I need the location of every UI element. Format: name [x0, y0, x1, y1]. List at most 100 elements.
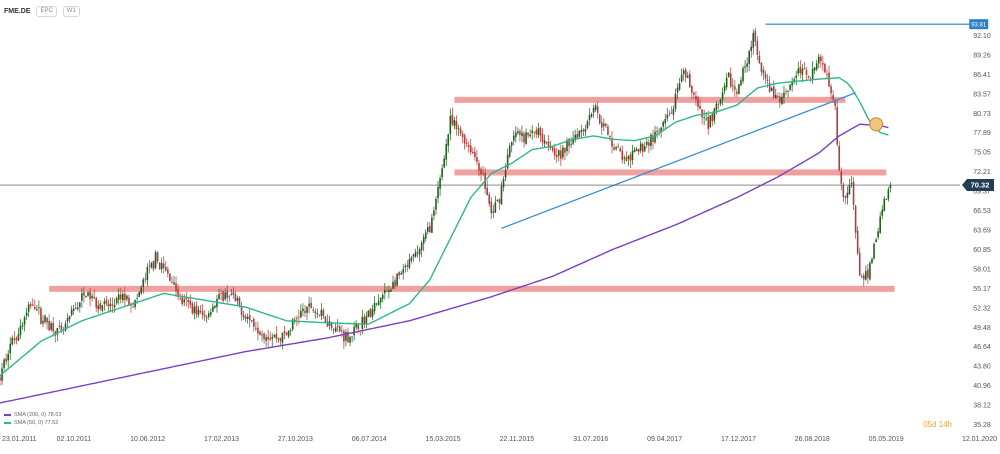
candle-up [81, 293, 83, 301]
legend-item-sma50[interactable]: SMA (50, 0) 77.52 [4, 419, 61, 427]
candle-down [226, 291, 229, 299]
candle-down [107, 303, 110, 307]
y-tick-label: 92.10 [973, 33, 991, 40]
candle-down [576, 134, 579, 139]
candle-down [304, 310, 306, 313]
candle-down [83, 292, 85, 296]
candle-down [465, 143, 468, 144]
candle-down [195, 305, 198, 315]
candle-up [879, 216, 881, 233]
legend-item-sma200[interactable]: SMA (200, 0) 78.63 [4, 411, 61, 419]
sma200-legend-label: SMA (200, 0) 78.63 [14, 412, 62, 418]
candle-down [697, 97, 699, 107]
candle-up [574, 134, 576, 141]
high-price-value: 93.81 [971, 23, 987, 29]
interval-selector[interactable]: W1 [62, 5, 80, 17]
candle-up [744, 66, 746, 68]
candle-down [93, 296, 95, 299]
candle-down [283, 331, 286, 334]
candle-up [422, 236, 425, 244]
candle-up [447, 134, 450, 146]
candle-down [455, 121, 458, 130]
candle-up [443, 158, 445, 168]
candle-down [240, 306, 243, 316]
candle-up [420, 242, 423, 251]
candle-up [680, 74, 683, 82]
candle-up [639, 143, 642, 151]
candle-up [277, 337, 280, 339]
candle-down [0, 377, 1, 381]
candle-down [472, 152, 474, 154]
candle-up [207, 313, 210, 317]
candle-down [621, 150, 624, 161]
candle-up [881, 209, 884, 216]
candle-up [381, 294, 384, 299]
candle-up [521, 132, 523, 136]
last-price-value: 70.32 [971, 181, 990, 190]
candle-down [189, 300, 192, 305]
candle-down [33, 307, 36, 309]
candle-up [334, 327, 337, 332]
candle-up [813, 67, 816, 71]
candle-up [570, 144, 572, 146]
candle-down [625, 157, 628, 161]
symbol-label[interactable]: FME.DE [4, 7, 31, 15]
candle-down [232, 292, 235, 295]
candle-down [169, 273, 171, 281]
candle-up [580, 129, 583, 133]
candle-down [175, 283, 177, 292]
candle-down [60, 325, 63, 332]
candle-up [457, 128, 460, 130]
candle-up [400, 272, 402, 275]
candle-down [652, 135, 654, 142]
candle-up [427, 226, 429, 232]
x-tick-label: 10.06.2012 [130, 436, 165, 443]
candle-up [750, 46, 753, 51]
candle-up [445, 144, 448, 160]
candle-up [173, 282, 175, 285]
candle-down [717, 103, 720, 105]
candle-down [785, 91, 787, 93]
candle-down [834, 100, 836, 107]
candle-up [390, 289, 392, 292]
candle-up [205, 317, 208, 319]
candle-down [40, 308, 42, 324]
candle-down [298, 316, 300, 318]
candle-down [74, 307, 77, 310]
candle-up [154, 252, 157, 268]
sma50-swatch [4, 422, 11, 424]
candle-up [797, 68, 800, 74]
candle-down [203, 314, 206, 317]
candle-down [760, 62, 763, 72]
y-tick-label: 63.69 [973, 227, 991, 234]
x-tick-label: 05.05.2019 [869, 436, 904, 443]
candle-up [815, 63, 818, 70]
candle-up [586, 121, 589, 129]
candle-down [429, 225, 431, 233]
candle-down [48, 320, 50, 331]
x-tick-label: 02.10.2011 [57, 436, 92, 443]
candle-down [177, 289, 179, 297]
candle-down [148, 265, 151, 267]
candle-up [703, 117, 705, 118]
candle-down [363, 316, 366, 325]
candle-up [7, 353, 9, 361]
candle-down [330, 322, 333, 329]
candle-up [633, 149, 636, 153]
candle-up [848, 184, 851, 194]
candle-up [236, 297, 239, 301]
candle-up [723, 85, 726, 92]
candle-up [705, 118, 707, 120]
x-tick-label: 12.01.2020 [962, 436, 997, 443]
chart-type-selector[interactable]: EPC [36, 5, 57, 17]
candle-up [414, 251, 417, 257]
candle-up [261, 334, 263, 336]
candle-down [858, 252, 861, 276]
y-tick-label: 69.37 [973, 189, 991, 196]
candle-countdown: 05d 14h [923, 420, 952, 429]
y-tick-label: 40.96 [973, 383, 991, 390]
candle-up [113, 305, 116, 308]
candle-down [805, 70, 808, 75]
